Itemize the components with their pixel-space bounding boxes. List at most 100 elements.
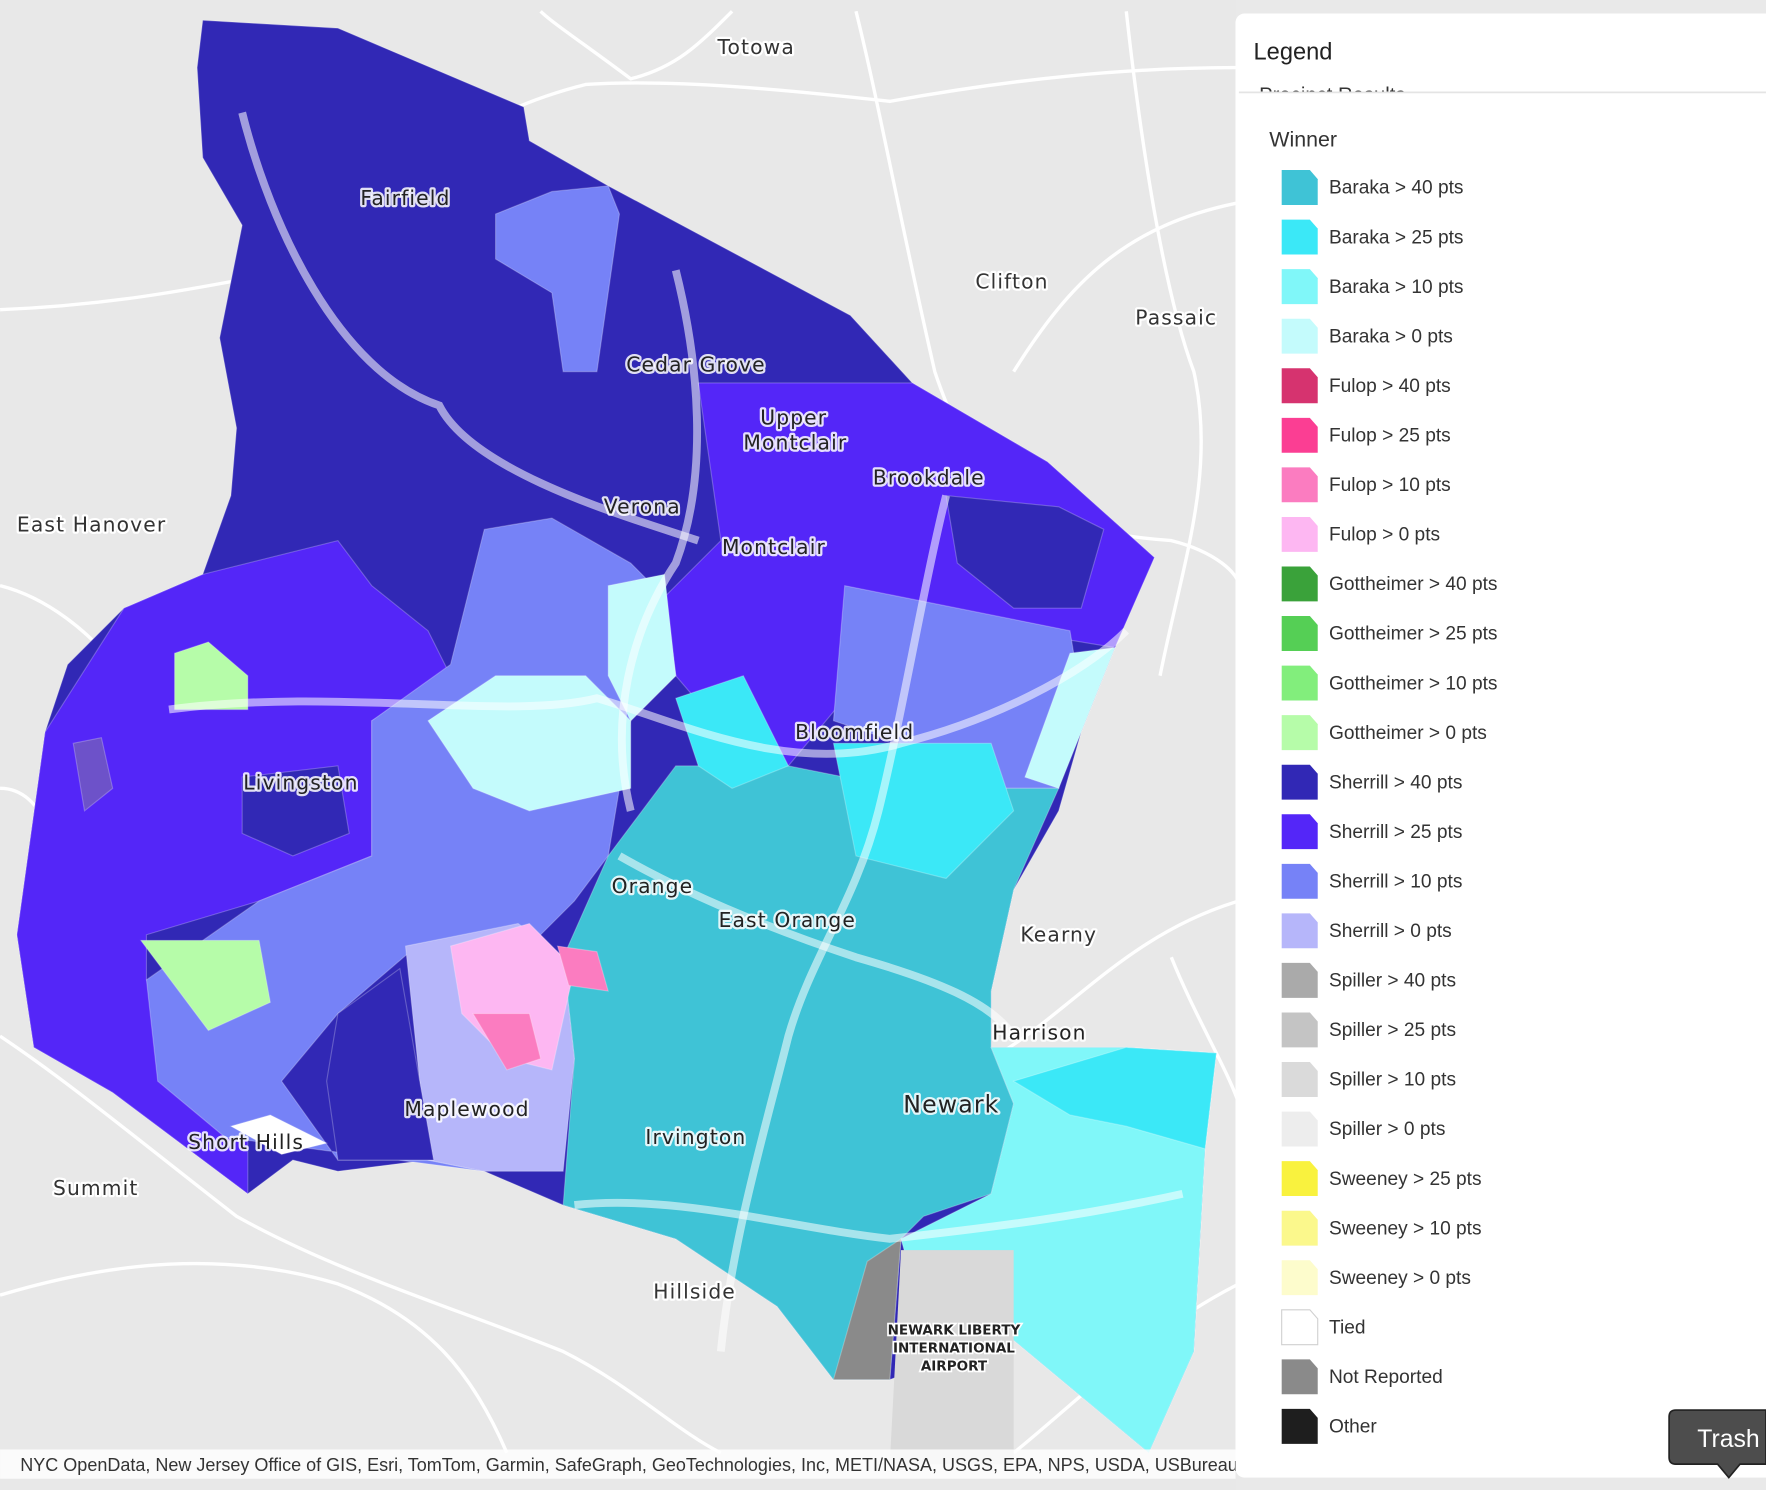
legend-swatch <box>1281 616 1318 651</box>
place-label: Clifton <box>975 269 1048 293</box>
region <box>241 765 350 857</box>
legend-label: Spiller > 10 pts <box>1329 1070 1456 1091</box>
legend-label: Baraka > 25 pts <box>1329 227 1464 248</box>
place-label: Newark <box>903 1091 999 1119</box>
legend-swatch <box>1281 269 1318 305</box>
tooltip: Trash <box>1668 1409 1766 1479</box>
highways <box>168 111 1184 1352</box>
tooltip-text: Trash <box>1697 1426 1759 1453</box>
legend-label: Gottheimer > 10 pts <box>1329 673 1498 694</box>
legend-swatch <box>1281 764 1318 800</box>
region <box>495 185 621 373</box>
legend-swatch <box>1281 1062 1318 1097</box>
legend-label: Spiller > 40 pts <box>1329 971 1456 992</box>
legend-swatch <box>1281 417 1318 453</box>
legend-swatch <box>1281 1111 1318 1147</box>
place-label: Livingston <box>243 770 358 794</box>
place-label: Summit <box>53 1176 139 1200</box>
region <box>139 939 271 1032</box>
legend-swatch <box>1281 1359 1318 1395</box>
legend-label: Sherrill > 40 pts <box>1329 772 1462 793</box>
place-label: Fairfield <box>360 186 450 210</box>
place-label: Maplewood <box>404 1097 529 1121</box>
legend-swatch <box>1281 1408 1318 1444</box>
region <box>556 945 609 992</box>
legend-label: Sherrill > 10 pts <box>1329 871 1462 892</box>
legend-label: Fulop > 25 pts <box>1329 425 1451 446</box>
place-label: Short Hills <box>188 1130 304 1154</box>
tooltip-box <box>1668 1409 1766 1479</box>
region <box>832 742 1015 880</box>
legend-label: Gottheimer > 25 pts <box>1329 624 1498 645</box>
legend-label: Not Reported <box>1329 1367 1443 1388</box>
legend-section: Precinct Results <box>1259 84 1405 106</box>
place-label: Bloomfield <box>795 720 914 744</box>
region <box>174 641 249 711</box>
legend-swatch <box>1281 219 1318 255</box>
legend-title: Legend <box>1254 40 1333 66</box>
place-label: Montclair <box>722 535 826 559</box>
place-label: Montclair <box>743 430 847 454</box>
region <box>229 1114 329 1155</box>
legend-swatch <box>1281 467 1318 503</box>
place-label: East Orange <box>719 908 856 932</box>
legend-label: Sherrill > 0 pts <box>1329 921 1452 942</box>
legend-swatch <box>1281 1210 1318 1246</box>
place-label: Brookdale <box>873 465 985 489</box>
legend-swatch <box>1281 665 1318 701</box>
legend-label: Spiller > 25 pts <box>1329 1020 1456 1041</box>
legend-label: Tied <box>1329 1317 1366 1338</box>
legend-label: Sweeney > 0 pts <box>1329 1268 1471 1289</box>
legend-label: Fulop > 40 pts <box>1329 376 1451 397</box>
region <box>326 967 435 1161</box>
airport-label: INTERNATIONAL <box>893 1341 1015 1357</box>
place-label: Kearny <box>1020 923 1097 947</box>
region <box>945 494 1105 609</box>
place-label: Totowa <box>716 35 794 59</box>
legend-label: Other <box>1329 1417 1377 1438</box>
attribution: NYC OpenData, New Jersey Office of GIS, … <box>20 1455 1237 1475</box>
region <box>72 737 114 812</box>
legend-swatch <box>1281 1309 1319 1346</box>
legend-group: Winner <box>1269 127 1337 151</box>
region <box>675 675 790 789</box>
region <box>472 1013 542 1071</box>
legend-swatch <box>1281 170 1318 205</box>
legend-label: Sweeney > 25 pts <box>1329 1169 1482 1190</box>
airport-area <box>889 1250 1014 1465</box>
legend-swatch <box>1281 1161 1318 1197</box>
legend-label: Baraka > 10 pts <box>1329 277 1464 298</box>
legend-label: Sweeney > 10 pts <box>1329 1218 1482 1239</box>
place-label: Harrison <box>992 1021 1086 1045</box>
place-label: Cedar Grove <box>626 353 766 377</box>
place-label: Passaic <box>1135 305 1217 329</box>
legend-swatch <box>1281 913 1318 949</box>
legend-swatch <box>1281 1260 1318 1296</box>
region <box>1012 1046 1217 1150</box>
legend-swatch <box>1281 814 1318 850</box>
place-label: Hillside <box>653 1280 736 1304</box>
legend-label: Sherrill > 25 pts <box>1329 822 1462 843</box>
region <box>449 922 576 1071</box>
legend-background <box>1235 13 1766 1478</box>
legend-swatch <box>1281 368 1318 404</box>
legend-swatch <box>1281 318 1318 354</box>
legend-label: Baraka > 40 pts <box>1329 178 1464 199</box>
legend-swatch <box>1281 1012 1318 1048</box>
legend-label: Fulop > 10 pts <box>1329 475 1451 496</box>
legend-label: Fulop > 0 pts <box>1329 525 1440 546</box>
airport-label: AIRPORT <box>921 1359 988 1375</box>
legend-swatch <box>1281 962 1318 998</box>
county-precincts <box>16 19 1217 1465</box>
region <box>832 1237 902 1381</box>
attribution-bar <box>0 1449 1236 1479</box>
place-label: Upper <box>760 406 827 430</box>
place-label: Orange <box>612 874 694 898</box>
legend-swatch <box>1281 566 1318 602</box>
legend-label: Baraka > 0 pts <box>1329 326 1453 347</box>
airport-label: NEWARK LIBERTY <box>888 1323 1021 1339</box>
place-label: Verona <box>604 495 681 519</box>
legend-swatch <box>1281 715 1318 751</box>
